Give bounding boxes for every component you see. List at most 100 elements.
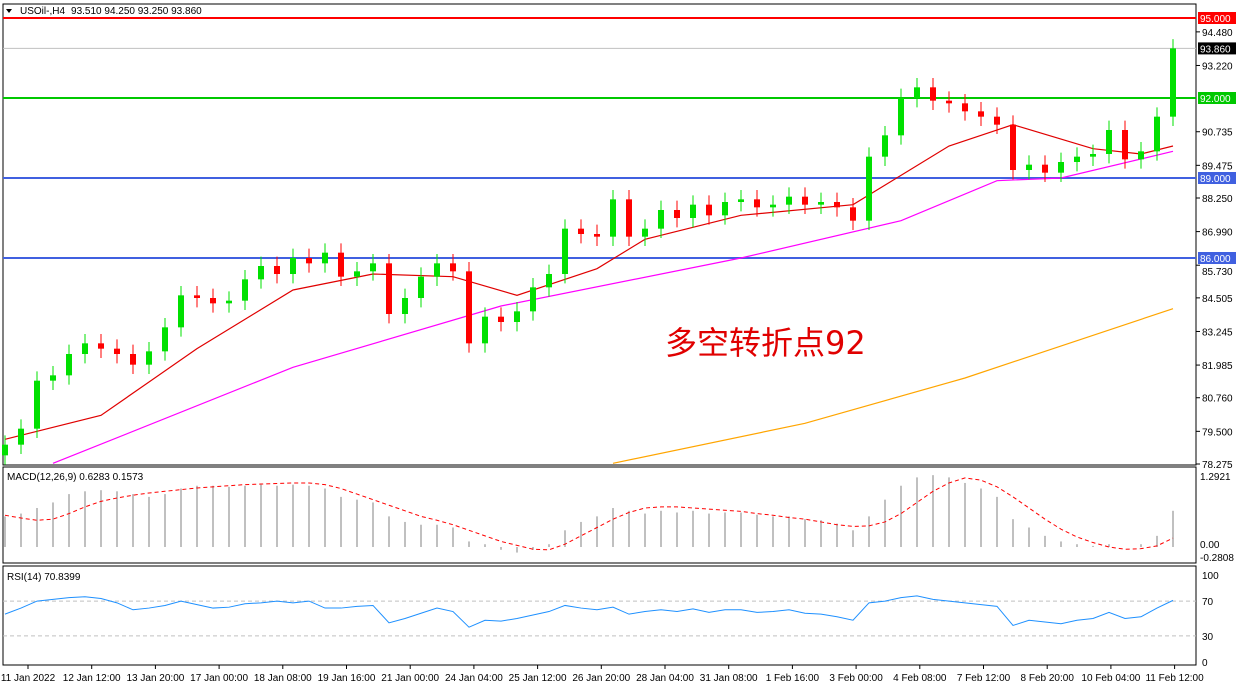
symbol-label: USOil-,H4 — [20, 6, 65, 17]
x-tick-label: 24 Jan 04:00 — [445, 673, 503, 684]
candle-body — [530, 287, 536, 312]
candle-body — [1010, 124, 1016, 171]
rsi-y-label: 30 — [1202, 632, 1214, 643]
candle-body — [1106, 130, 1112, 155]
rsi-y-label: 0 — [1202, 658, 1208, 669]
candle-body — [914, 87, 920, 99]
candle-body — [258, 266, 264, 280]
candle-body — [770, 204, 776, 208]
candle-body — [194, 295, 200, 299]
candle-body — [802, 196, 808, 205]
level-badge — [1198, 172, 1236, 185]
candle-body — [338, 252, 344, 277]
candle-body — [274, 266, 280, 275]
candle-body — [626, 199, 632, 237]
x-tick-label: 1 Feb 16:00 — [766, 673, 820, 684]
candle-body — [82, 343, 88, 355]
candle-body — [242, 279, 248, 301]
candle-body — [722, 202, 728, 216]
candle-body — [594, 234, 600, 237]
candle-body — [386, 263, 392, 315]
x-tick-label: 19 Jan 16:00 — [318, 673, 376, 684]
candle-body — [546, 274, 552, 288]
candle-body — [1058, 162, 1064, 173]
macd-y-label: -0.2808 — [1200, 553, 1234, 564]
candle-body — [1154, 116, 1160, 152]
collapse-triangle-icon[interactable] — [6, 9, 12, 13]
x-tick-label: 18 Jan 08:00 — [254, 673, 312, 684]
x-tick-label: 10 Feb 04:00 — [1081, 673, 1140, 684]
y-tick-label: 83.245 — [1202, 327, 1233, 338]
ma-slow-line — [612, 308, 1174, 464]
x-tick-label: 26 Jan 20:00 — [572, 673, 630, 684]
rsi-panel-frame — [2, 565, 1197, 666]
candle-body — [994, 116, 1000, 125]
x-tick-label: 12 Jan 12:00 — [63, 673, 121, 684]
y-tick-label: 84.505 — [1202, 294, 1233, 305]
annotation-text: 多空转折点92 — [665, 324, 866, 362]
y-tick-label: 78.275 — [1202, 460, 1233, 471]
candle-body — [866, 156, 872, 221]
macd-panel-frame — [2, 466, 1197, 564]
y-tick-label: 81.985 — [1202, 361, 1233, 372]
candle-body — [578, 228, 584, 235]
candle-body — [306, 258, 312, 264]
y-tick-label: 80.760 — [1202, 394, 1233, 405]
y-tick-label: 89.475 — [1202, 161, 1233, 172]
rsi-line — [4, 595, 1174, 628]
x-tick-label: 11 Feb 12:00 — [1145, 673, 1204, 684]
x-tick-label: 11 Jan 2022 — [1, 673, 56, 684]
chart-header: USOil-,H4 93.510 94.250 93.250 93.860 — [20, 6, 202, 17]
candle-body — [114, 348, 120, 355]
level-label: 95.000 — [1200, 14, 1231, 25]
candle-body — [514, 311, 520, 323]
candle-body — [466, 271, 472, 344]
y-tick-label: 93.220 — [1202, 61, 1233, 72]
candle-body — [482, 316, 488, 344]
candle-body — [98, 343, 104, 349]
macd-title: MACD(12,26,9) 0.6283 0.1573 — [7, 472, 144, 483]
level-badge — [1198, 42, 1236, 55]
candle-body — [498, 316, 504, 323]
rsi-y-label: 100 — [1202, 571, 1219, 582]
x-tick-label: 7 Feb 12:00 — [957, 673, 1011, 684]
y-tick-label: 94.480 — [1202, 28, 1233, 39]
macd-signal-line — [4, 477, 1174, 551]
candle-body — [1042, 164, 1048, 173]
candle-body — [402, 298, 408, 315]
x-tick-label: 31 Jan 08:00 — [700, 673, 758, 684]
rsi-y-label: 70 — [1202, 597, 1214, 608]
ohlc-label: 93.510 94.250 93.250 93.860 — [71, 6, 202, 17]
main-panel-frame — [2, 3, 1197, 466]
level-badge — [1198, 12, 1236, 24]
candle-body — [34, 380, 40, 429]
candle-body — [658, 210, 664, 229]
candle-body — [1026, 164, 1032, 171]
candle-body — [370, 263, 376, 272]
x-tick-label: 8 Feb 20:00 — [1021, 673, 1075, 684]
x-tick-label: 28 Jan 04:00 — [636, 673, 694, 684]
candle-body — [290, 258, 296, 275]
candle-body — [882, 135, 888, 157]
ma-fast-line — [4, 124, 1174, 440]
candle-body — [1138, 151, 1144, 160]
y-tick-label: 88.250 — [1202, 194, 1233, 205]
candle-body — [418, 276, 424, 299]
candle-body — [322, 252, 328, 264]
y-tick-label: 85.730 — [1202, 267, 1233, 278]
x-tick-label: 21 Jan 00:00 — [381, 673, 439, 684]
macd-y-label: 0.00 — [1200, 540, 1220, 551]
candle-body — [354, 271, 360, 277]
candle-body — [1170, 48, 1176, 117]
candle-body — [786, 196, 792, 205]
level-label: 92.000 — [1200, 94, 1231, 105]
candle-body — [2, 444, 8, 456]
candle-body — [226, 300, 232, 304]
y-tick-label: 79.500 — [1202, 427, 1233, 438]
candle-body — [162, 327, 168, 352]
candle-body — [1074, 156, 1080, 163]
level-badge — [1198, 252, 1236, 265]
candle-body — [610, 199, 616, 237]
x-tick-label: 25 Jan 12:00 — [509, 673, 567, 684]
